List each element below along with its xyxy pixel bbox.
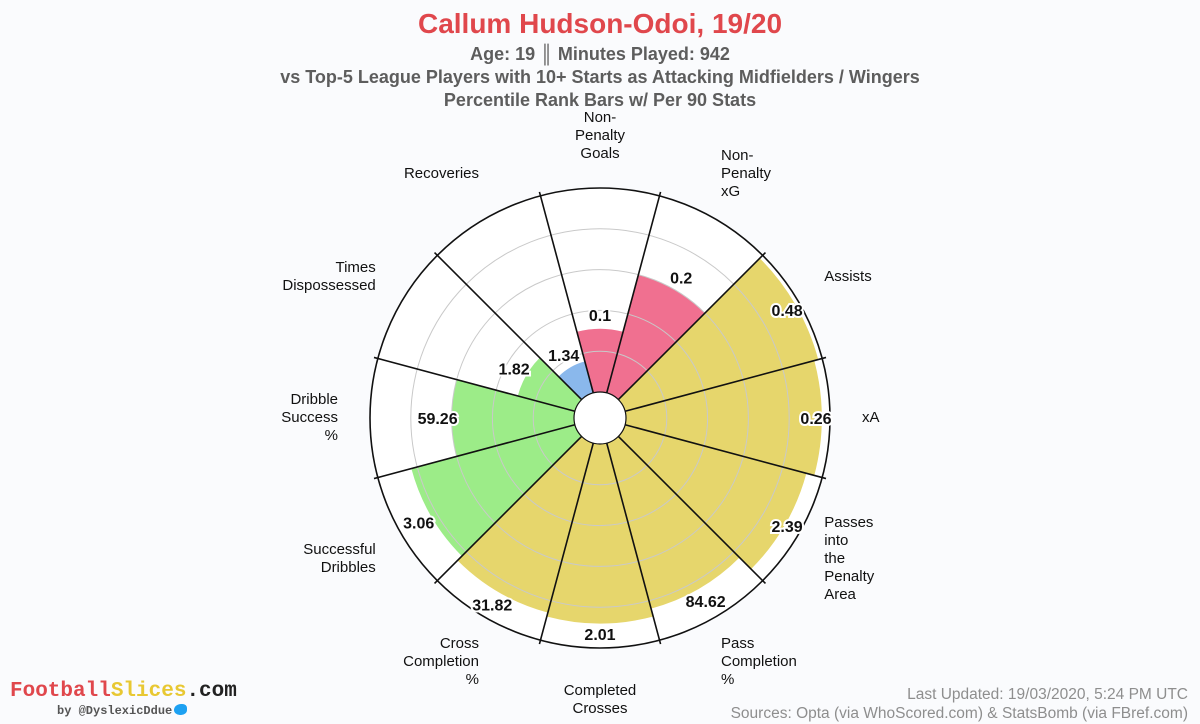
category-label: Non-Penalty Goals xyxy=(575,109,626,162)
subtitle-age-minutes: Age: 19 ║ Minutes Played: 942 xyxy=(470,44,730,64)
spoke-line xyxy=(605,191,662,394)
twitter-bird-icon xyxy=(174,704,188,715)
bar-completed-crosses xyxy=(546,443,654,624)
category-label: Completed Crosses xyxy=(564,682,637,717)
category-label: Dribble Success% xyxy=(281,391,338,444)
value-label: 1.82 xyxy=(499,361,530,378)
category-label: Passes into the Penalty Area xyxy=(824,514,875,603)
spoke-line xyxy=(605,442,662,645)
category-label: Times Dispossessed xyxy=(282,259,375,294)
spoke-line xyxy=(433,435,583,585)
category-label: Assists xyxy=(824,268,872,285)
value-label: 31.82 xyxy=(472,598,512,615)
byline: by @DyslexicDdue xyxy=(57,704,188,718)
subtitle-comparison: vs Top-5 League Players with 10+ Starts … xyxy=(280,67,920,87)
spoke-line xyxy=(617,251,767,401)
chart-title: Callum Hudson-Odoi, 19/20 xyxy=(417,8,783,39)
grid-ring xyxy=(410,228,790,608)
bar-assists xyxy=(618,258,819,412)
spoke-line xyxy=(373,423,576,480)
sources: Sources: Opta (via WhoScored.com) & Stat… xyxy=(730,705,1188,722)
bar-recoveries xyxy=(558,361,594,400)
value-label: 0.48 xyxy=(771,303,802,320)
value-label: 84.62 xyxy=(686,594,726,611)
category-label: Cross Completion% xyxy=(403,635,479,688)
bar-dribble-success xyxy=(451,379,575,457)
center-hole xyxy=(573,391,627,445)
value-label: 0.2 xyxy=(670,270,692,287)
value-label: 0.1 xyxy=(589,308,611,325)
spoke-line xyxy=(617,435,767,585)
grid-ring xyxy=(532,350,668,486)
spoke-line xyxy=(373,356,576,413)
grid-ring xyxy=(451,269,749,567)
bar-times-dispossessed xyxy=(517,357,582,412)
grid-ring xyxy=(491,309,709,527)
bar-non-penalty-goals xyxy=(576,328,624,393)
value-label: 0.26 xyxy=(800,411,831,428)
category-label: Successful Dribbles xyxy=(303,541,376,576)
category-label: Recoveries xyxy=(404,165,479,182)
spoke-line xyxy=(624,423,827,480)
spoke-line xyxy=(538,442,595,645)
value-label: 2.39 xyxy=(771,519,802,536)
category-label: Non-Penalty xG xyxy=(721,147,772,200)
bar-xa xyxy=(625,360,822,476)
spoke-line xyxy=(433,251,583,401)
value-label: 1.34 xyxy=(548,348,579,365)
last-updated: Last Updated: 19/03/2020, 5:24 PM UTC xyxy=(907,686,1188,703)
category-label: Pass Completion% xyxy=(721,635,797,688)
bar-non-penalty-xg xyxy=(606,274,705,400)
spoke-line xyxy=(624,356,827,413)
value-label: 3.06 xyxy=(403,516,434,533)
value-label: 2.01 xyxy=(584,627,615,644)
value-label: 59.26 xyxy=(418,411,458,428)
category-label: xA xyxy=(862,409,880,426)
subtitle-method: Percentile Rank Bars w/ Per 90 Stats xyxy=(443,90,757,110)
outer-ring xyxy=(369,187,831,649)
spoke-line xyxy=(538,191,595,394)
footballslices-logo: FootballSlices.com xyxy=(10,680,237,703)
